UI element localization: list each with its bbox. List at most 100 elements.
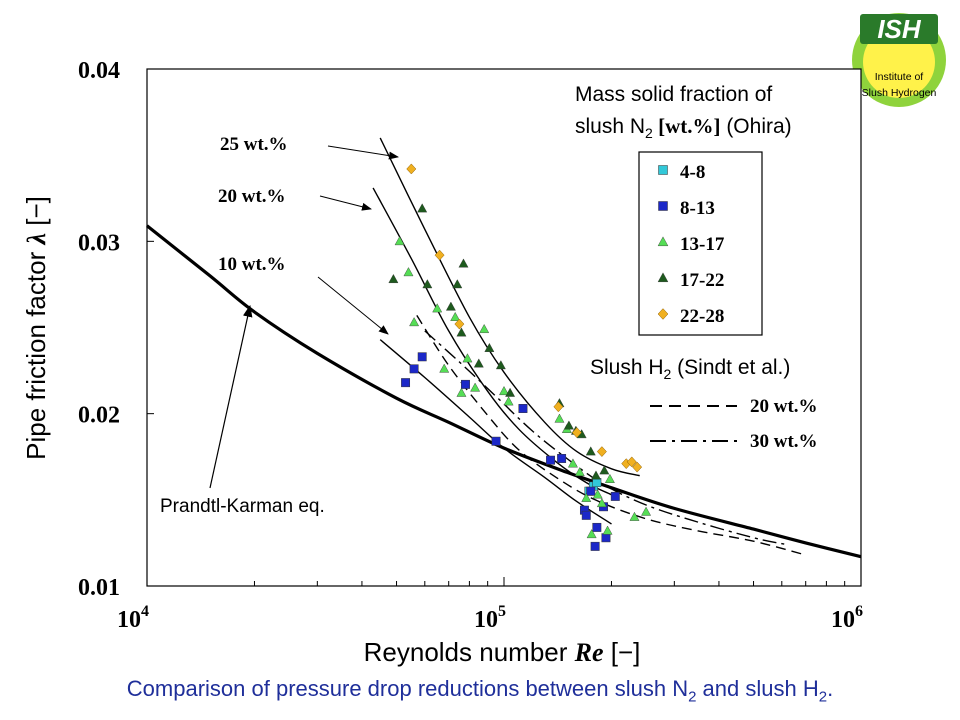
curves-layer	[146, 137, 862, 559]
figure-caption: Comparison of pressure drop reductions b…	[126, 676, 834, 706]
point-22-28	[553, 401, 564, 413]
point-17-22	[473, 358, 484, 368]
legend-label-13-17: 13-17	[680, 234, 725, 255]
x-tick-labels: 104 105 106	[117, 577, 863, 633]
legend-ohira-title-line1: Mass solid fraction of	[575, 83, 772, 106]
point-17-22	[563, 420, 574, 430]
point-17-22	[591, 470, 601, 480]
point-22-28	[406, 163, 417, 175]
point-17-22	[495, 360, 506, 370]
point-17-22	[458, 258, 469, 268]
point-13-17	[432, 303, 443, 313]
y-tick-label: 0.02	[78, 403, 120, 429]
point-13-17	[604, 473, 615, 483]
point-8-13	[401, 378, 411, 388]
point-4-8	[592, 478, 602, 488]
curve-25-wt-fit	[379, 137, 640, 477]
point-8-13	[518, 404, 528, 413]
point-13-17	[554, 413, 565, 423]
x-tick-label: 106	[831, 603, 863, 633]
point-13-17	[629, 511, 640, 521]
legend-sindt-label-20: 20 wt.%	[750, 396, 818, 417]
point-8-13	[590, 541, 600, 551]
point-13-17	[503, 396, 514, 406]
point-8-13	[546, 455, 555, 465]
legend-label-8-13: 8-13	[680, 198, 715, 219]
logo-line2: Slush Hydrogen	[862, 87, 937, 99]
point-17-22	[456, 327, 467, 337]
point-22-28	[632, 461, 643, 473]
logo-title-bg	[860, 14, 938, 44]
point-17-22	[452, 279, 463, 289]
arrow-25wt	[327, 145, 399, 160]
point-13-17	[479, 323, 490, 333]
logo-line1: Institute of	[875, 71, 924, 83]
point-17-22	[388, 274, 399, 284]
annotation-25wt: 25 wt.%	[220, 134, 288, 155]
arrow-prandtl-karman	[209, 304, 253, 489]
point-13-17	[596, 498, 607, 508]
curve-20-wt-fit	[372, 187, 612, 496]
point-8-13	[601, 533, 611, 543]
point-17-22	[505, 387, 516, 397]
point-8-13	[581, 510, 591, 520]
point-22-28	[626, 456, 637, 468]
legend-label-22-28: 22-28	[680, 306, 724, 327]
annotation-20wt: 20 wt.%	[218, 186, 286, 207]
point-13-17	[581, 492, 592, 502]
point-13-17	[456, 387, 467, 397]
legend-sindt-title: Slush H2 (Sindt et al.)	[590, 356, 790, 382]
x-axis-label: Reynolds number Re [−]	[364, 637, 641, 667]
ish-logo: ISH Institute of Slush Hydrogen	[852, 13, 946, 107]
point-8-13	[409, 364, 419, 374]
legend-marker-13-17	[657, 236, 669, 247]
legend-marker-8-13	[658, 201, 668, 211]
legend-ohira-title-line2: slush N2 [wt.%] (Ohira)	[575, 114, 792, 141]
point-17-22	[484, 342, 495, 352]
point-17-22	[599, 465, 610, 475]
point-8-13	[461, 379, 470, 389]
legend-marker-4-8	[658, 165, 668, 175]
legend-ohira-entries: 4-8 8-13 13-17 17-22 22-28	[657, 162, 725, 327]
point-17-22	[417, 203, 428, 213]
point-22-28	[454, 318, 465, 330]
point-8-13	[610, 491, 620, 501]
point-13-17	[602, 525, 613, 535]
annotation-10wt: 10 wt.%	[218, 254, 286, 275]
point-8-13	[417, 352, 427, 362]
point-17-22	[445, 301, 456, 311]
legend-sindt-label-30: 30 wt.%	[750, 431, 818, 452]
annotation-prandtl-karman: Prandtl-Karman eq.	[160, 496, 325, 517]
point-13-17	[499, 386, 509, 396]
arrow-20wt	[319, 195, 372, 211]
point-13-17	[470, 382, 481, 392]
point-17-22	[422, 279, 433, 289]
arrow-10wt	[317, 276, 389, 335]
point-17-22	[585, 446, 596, 456]
point-22-28	[571, 427, 582, 439]
y-tick-label: 0.01	[78, 575, 120, 601]
legend-label-17-22: 17-22	[680, 270, 724, 291]
point-13-17	[574, 467, 585, 477]
y-tick-label: 0.04	[78, 58, 120, 84]
point-8-13	[586, 486, 596, 496]
y-ticks: 0.01 0.02 0.03 0.04	[78, 58, 154, 601]
point-13-17	[439, 363, 450, 373]
x-tick-label: 104	[117, 603, 149, 633]
point-13-17	[567, 458, 578, 468]
legend-marker-17-22	[657, 272, 669, 283]
logo-title: ISH	[877, 14, 922, 44]
legend-label-4-8: 4-8	[680, 162, 705, 183]
point-13-17	[462, 353, 473, 363]
x-minor-ticks	[253, 581, 846, 586]
y-tick-label: 0.03	[78, 230, 120, 256]
point-22-28	[596, 446, 607, 457]
point-22-28	[434, 249, 445, 261]
curve-prandtl-karman-eq-	[146, 224, 862, 559]
y-axis-label: Pipe friction factor λ [−]	[21, 196, 51, 460]
point-8-13	[491, 436, 501, 446]
point-8-13	[557, 454, 567, 463]
point-13-17	[409, 317, 420, 327]
legend-marker-22-28	[657, 308, 669, 320]
